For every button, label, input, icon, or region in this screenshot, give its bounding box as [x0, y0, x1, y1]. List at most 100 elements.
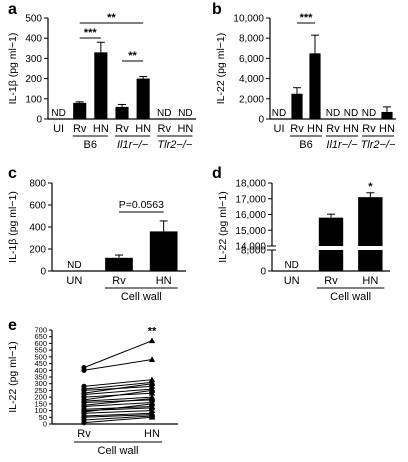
- bar: [318, 217, 344, 271]
- x-tick-label: Rv: [362, 123, 376, 135]
- point-hn: [148, 387, 156, 393]
- x-tick-label: HN: [362, 275, 378, 287]
- paired-line: [83, 383, 153, 394]
- paired-line: [83, 397, 153, 406]
- group-label: Il1r−/−: [117, 139, 149, 151]
- bar: [73, 102, 87, 119]
- nd-label: ND: [157, 108, 171, 119]
- bar: [291, 93, 303, 119]
- y-tick-label: 0: [36, 115, 42, 126]
- group-label: Cell wall: [98, 445, 139, 457]
- paired-line: [83, 403, 153, 413]
- bar: [149, 231, 178, 271]
- y-tick-label: 17,000: [235, 194, 266, 205]
- y-tick-label: 6,000: [239, 54, 264, 65]
- panel-letter: a: [8, 1, 17, 18]
- y-tick-label: 200: [25, 74, 42, 85]
- x-tick-label: HN: [156, 275, 172, 287]
- panel-a: a 0 100 200 300 400 500 IL-1β (pg ml−1) ND UI Rv HN…: [7, 1, 196, 151]
- paired-line: [83, 399, 153, 404]
- panel-letter: d: [212, 165, 222, 182]
- y-tick-label: 100: [25, 94, 42, 105]
- y-tick-label: 400: [25, 34, 42, 45]
- x-tick-label: HN: [177, 123, 193, 135]
- panel-b: b 0 2,000 4,000 6,000 8,000 10,000 IL-22 (pg ml…: [212, 1, 396, 151]
- point-hn: [148, 400, 156, 407]
- significance-marker: *: [368, 181, 373, 193]
- y-tick-label: 0: [258, 115, 264, 126]
- y-tick-label: 0: [40, 267, 46, 278]
- y-tick-label: 100: [34, 406, 47, 415]
- y-tick-label: 500: [25, 14, 42, 25]
- bar: [115, 106, 129, 119]
- y-tick-label: 600: [34, 339, 47, 348]
- x-tick-label: HN: [93, 123, 109, 135]
- nd-label: ND: [67, 260, 81, 271]
- x-tick-label: Rv: [73, 123, 87, 135]
- y-tick-label: 300: [25, 54, 42, 65]
- bar: [94, 52, 108, 120]
- significance-marker: ***: [300, 12, 314, 24]
- x-tick-label: UI: [53, 123, 64, 135]
- panel-letter: e: [8, 317, 17, 334]
- paired-line: [83, 402, 153, 408]
- bar: [381, 111, 393, 119]
- x-tick-label: UI: [274, 123, 285, 135]
- y-tick-label: 0: [260, 267, 266, 278]
- paired-line: [83, 379, 153, 387]
- y-tick-label: 0: [43, 420, 47, 429]
- y-tick-label: 2,000: [239, 94, 264, 105]
- paired-line: [83, 389, 153, 401]
- x-tick-label: Rv: [112, 275, 126, 287]
- x-tick-label: UN: [66, 275, 82, 287]
- y-axis-label: IL-22 (pg ml−1): [217, 191, 229, 263]
- group-label: Cell wall: [121, 291, 162, 303]
- y-tick-label: 650: [34, 332, 47, 341]
- axis-break-gap: [267, 246, 390, 250]
- paired-line: [83, 388, 153, 395]
- bar: [358, 197, 383, 271]
- paired-line: [83, 340, 153, 369]
- panel-letter: c: [8, 165, 17, 182]
- group-label: Tlr2−/−: [361, 139, 396, 151]
- nd-label: ND: [362, 108, 376, 119]
- y-tick-label: 600: [29, 201, 46, 212]
- group-label: Tlr2−/−: [157, 139, 192, 151]
- y-tick-label: 550: [34, 346, 47, 355]
- x-tick-label: HN: [343, 123, 359, 135]
- x-tick-label: HN: [379, 123, 395, 135]
- x-tick-label: Rv: [324, 275, 338, 287]
- x-tick-label: Rv: [77, 428, 91, 440]
- point-rv: [81, 367, 87, 373]
- y-tick-label: 350: [34, 373, 47, 382]
- panel-letter: b: [212, 1, 222, 18]
- paired-line: [83, 381, 153, 390]
- y-tick-label: 14,000: [235, 242, 266, 253]
- y-axis-label: IL-22 (pg ml−1): [7, 341, 19, 413]
- group-label: Il1r−/−: [326, 139, 358, 151]
- significance-marker: **: [148, 326, 157, 338]
- y-tick-label: 450: [34, 359, 47, 368]
- nd-label: ND: [272, 108, 286, 119]
- y-axis-label: IL-1β (pg ml−1): [7, 33, 19, 105]
- y-tick-label: 200: [29, 245, 46, 256]
- y-tick-label: 500: [34, 352, 47, 361]
- bar: [309, 53, 321, 119]
- y-tick-label: 150: [34, 399, 47, 408]
- y-tick-label: 800: [29, 179, 46, 190]
- y-tick-label: 8,000: [241, 246, 266, 257]
- y-axis-label: IL-1β (pg ml−1): [7, 191, 19, 263]
- point-hn: [148, 414, 156, 420]
- y-tick-label: 10,000: [233, 14, 264, 25]
- x-tick-label: HN: [135, 123, 151, 135]
- y-tick-label: 250: [34, 386, 47, 395]
- paired-line: [83, 412, 153, 417]
- nd-label: ND: [326, 108, 340, 119]
- y-axis-label: IL-22 (pg ml−1): [215, 33, 227, 105]
- x-tick-label: Rv: [326, 123, 340, 135]
- point-hn: [148, 380, 156, 387]
- point-rv: [81, 420, 87, 426]
- bar: [136, 78, 150, 119]
